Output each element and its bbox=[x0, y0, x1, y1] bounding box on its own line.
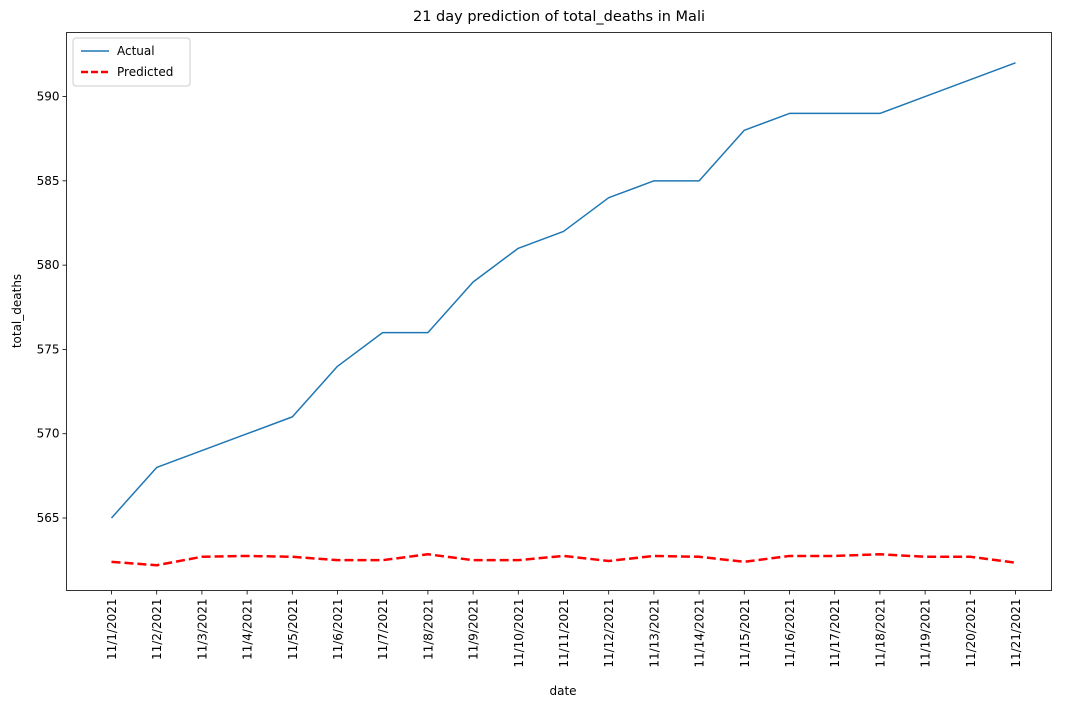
x-tick-label: 11/12/2021 bbox=[602, 599, 616, 668]
x-tick-label: 11/18/2021 bbox=[873, 599, 887, 668]
legend-box bbox=[72, 37, 191, 87]
series-lines bbox=[110, 62, 1016, 567]
y-tick-label: 590 bbox=[37, 90, 60, 104]
x-tick-label: 11/16/2021 bbox=[783, 599, 797, 668]
series-line-predicted bbox=[111, 553, 1016, 567]
y-tick-label: 580 bbox=[37, 258, 60, 272]
x-tick-label: 11/1/2021 bbox=[105, 599, 119, 661]
x-tick-label: 11/20/2021 bbox=[964, 599, 978, 668]
x-tick-label: 11/3/2021 bbox=[195, 599, 209, 661]
x-tick-label: 11/4/2021 bbox=[241, 599, 255, 661]
x-tick-label: 11/15/2021 bbox=[738, 599, 752, 668]
x-tick-label: 11/2/2021 bbox=[150, 599, 164, 661]
chart-title: 21 day prediction of total_deaths in Mal… bbox=[413, 9, 705, 25]
y-tick-label: 585 bbox=[37, 174, 60, 188]
x-tick-label: 11/21/2021 bbox=[1009, 599, 1023, 668]
x-tick-label: 11/14/2021 bbox=[693, 599, 707, 668]
y-axis: 565 570 575 580 585 590 bbox=[37, 90, 67, 525]
y-axis-label: total_deaths bbox=[10, 274, 24, 348]
x-tick-label: 11/19/2021 bbox=[919, 599, 933, 668]
x-tick-label: 11/10/2021 bbox=[512, 599, 526, 668]
plot-area bbox=[66, 32, 1052, 591]
y-tick-label: 575 bbox=[37, 342, 60, 356]
x-axis: 11/1/2021 11/2/2021 11/3/2021 11/4/2021 11/5… bbox=[105, 590, 1023, 668]
x-tick-label: 11/5/2021 bbox=[286, 599, 300, 661]
x-tick-label: 11/7/2021 bbox=[376, 599, 390, 661]
legend: Actual Predicted bbox=[72, 37, 191, 87]
x-axis-label: date bbox=[549, 684, 576, 698]
legend-label-actual: Actual bbox=[117, 44, 155, 58]
x-tick-label: 11/6/2021 bbox=[331, 599, 345, 661]
x-tick-label: 11/11/2021 bbox=[557, 599, 571, 668]
y-tick-label: 570 bbox=[37, 427, 60, 441]
x-tick-label: 11/9/2021 bbox=[467, 599, 481, 661]
y-tick-label: 565 bbox=[37, 511, 60, 525]
x-tick-label: 11/17/2021 bbox=[828, 599, 842, 668]
x-tick-label: 11/13/2021 bbox=[647, 599, 661, 668]
legend-label-predicted: Predicted bbox=[117, 65, 173, 79]
series-line-actual bbox=[110, 62, 1016, 519]
x-tick-label: 11/8/2021 bbox=[421, 599, 435, 661]
